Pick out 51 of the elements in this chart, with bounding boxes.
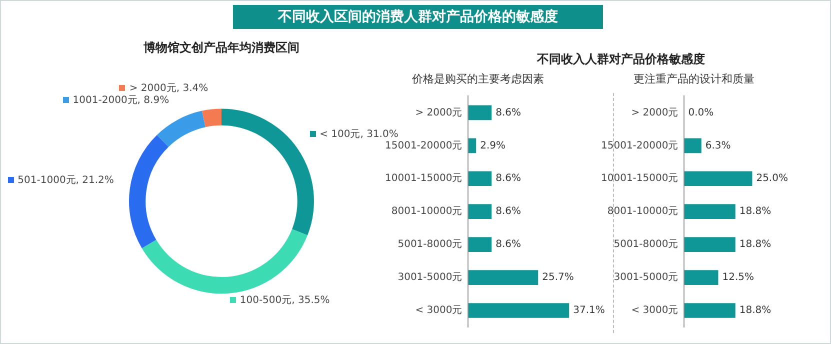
bar: [468, 303, 570, 318]
data-label: 18.8%: [739, 206, 772, 218]
data-label: 0.0%: [688, 107, 714, 118]
legend-label: 501-1000元, 21.2%: [18, 174, 114, 186]
y-tick-label: 10001-15000元: [600, 173, 678, 184]
y-tick-label: > 2000元: [631, 107, 678, 118]
bar: [468, 105, 492, 120]
legend-label: 100-500元, 35.5%: [240, 294, 330, 306]
bar: [468, 171, 492, 186]
legend-label: < 100元, 31.0%: [320, 128, 398, 140]
y-tick-label: 3001-5000元: [398, 272, 462, 284]
data-label: 8.6%: [496, 206, 522, 218]
y-tick-label: 5001-8000元: [398, 239, 462, 250]
data-label: 18.8%: [739, 239, 772, 250]
chart-subtitle: 价格是购买的主要考虑因素: [411, 72, 544, 86]
data-label: 25.0%: [756, 173, 788, 184]
data-label: 8.6%: [496, 107, 522, 118]
data-label: 8.6%: [496, 239, 522, 250]
y-tick-label: 8001-10000元: [607, 206, 678, 218]
y-tick-label: < 3000元: [415, 305, 462, 316]
data-label: 6.3%: [705, 140, 731, 152]
bar: [684, 171, 752, 186]
data-label: 25.7%: [542, 272, 574, 284]
y-tick-label: 8001-10000元: [391, 206, 462, 218]
y-tick-label: 5001-8000元: [614, 239, 678, 250]
data-label: 8.6%: [496, 173, 522, 184]
data-label: 12.5%: [722, 272, 754, 284]
bar: [468, 237, 492, 252]
y-tick-label: > 2000元: [415, 107, 462, 118]
bar: [684, 204, 736, 220]
bar: [684, 303, 736, 318]
bar: [684, 270, 718, 285]
data-label: 18.8%: [739, 305, 772, 316]
y-tick-label: 3001-5000元: [614, 272, 678, 284]
chart-title: 博物馆文创产品年均消费区间: [142, 40, 300, 54]
y-tick-label: 15001-20000元: [384, 140, 462, 152]
data-label: 2.9%: [480, 140, 506, 152]
legend-label: > 2000元, 3.4%: [129, 82, 208, 94]
y-tick-label: < 3000元: [631, 305, 678, 316]
bar: [684, 138, 702, 154]
y-tick-label: 10001-15000元: [384, 173, 462, 184]
data-label: 37.1%: [573, 305, 605, 316]
bar: [468, 138, 476, 154]
y-tick-label: 15001-20000元: [600, 140, 678, 152]
chart-subtitle: 更注重产品的设计和质量: [634, 72, 754, 86]
bar: [468, 204, 492, 220]
legend-label: 1001-2000元, 8.9%: [72, 94, 170, 106]
text: 不同收入人群对产品价格敏感度: [536, 51, 706, 68]
bar: [684, 237, 736, 252]
text: 不同收入区间的消费人群对产品价格的敏感度: [233, 5, 603, 29]
bar: [468, 270, 538, 285]
